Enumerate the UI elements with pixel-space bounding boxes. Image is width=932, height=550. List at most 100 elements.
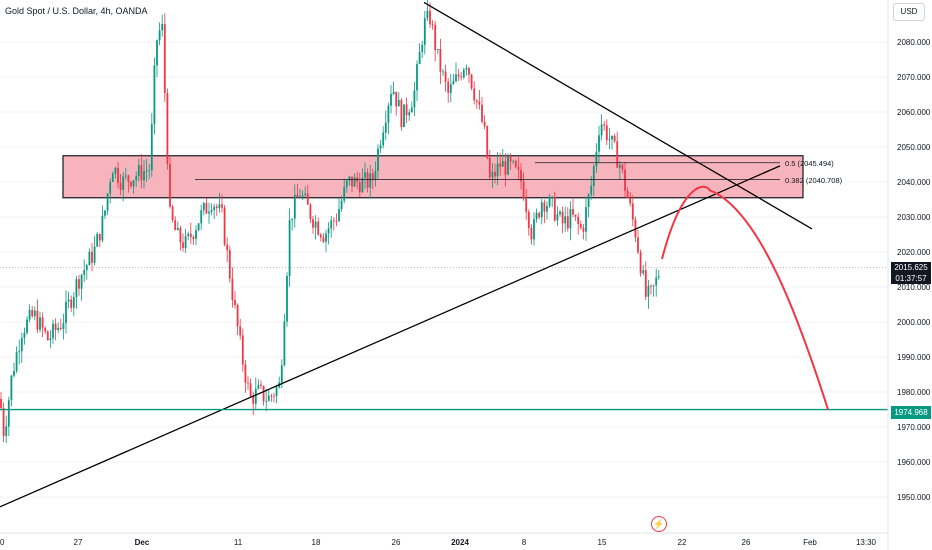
candle-body <box>470 74 473 89</box>
candle-body <box>57 327 60 331</box>
candle-body <box>657 276 660 278</box>
candle-body <box>530 228 533 240</box>
candle-body <box>117 167 119 184</box>
candle-body <box>254 388 257 404</box>
candle-body <box>124 175 127 177</box>
projection-curve <box>661 185 829 410</box>
candle-body <box>507 156 509 175</box>
candle-body <box>119 183 122 190</box>
candle-body <box>621 164 624 170</box>
x-tick-label: 13:30 <box>856 538 877 547</box>
candle-body <box>179 227 182 243</box>
candle-body <box>395 91 398 107</box>
candle-body <box>184 236 187 248</box>
candle-body <box>215 206 218 209</box>
candle-body <box>566 216 569 229</box>
candle-body <box>98 233 101 241</box>
candle-body <box>260 384 262 386</box>
candle-countdown: 01:37:57 <box>895 274 927 283</box>
candle-body <box>169 163 171 207</box>
candle-body <box>280 365 283 383</box>
candle-body <box>291 218 294 221</box>
candle-body <box>371 173 374 180</box>
candle-body <box>345 180 348 188</box>
candle-body <box>226 244 229 251</box>
candle-body <box>93 246 96 263</box>
candle-body <box>358 182 361 193</box>
candle-body <box>478 101 481 105</box>
candle-body <box>595 151 598 167</box>
candle-body <box>616 141 619 168</box>
candle-body <box>304 193 307 196</box>
candle-body <box>525 198 528 212</box>
candle-body <box>80 274 83 289</box>
candle-body <box>192 237 195 239</box>
candle-body <box>548 196 551 207</box>
y-tick-label: 2030.000 <box>897 213 931 222</box>
candle-body <box>317 221 320 235</box>
y-tick-label: 1980.000 <box>897 388 931 397</box>
candle-body <box>551 196 554 198</box>
candle-body <box>390 94 392 106</box>
descending-trendline <box>423 1 813 230</box>
candle-body <box>353 177 356 187</box>
candle-body <box>208 211 210 214</box>
x-tick-label: 26 <box>392 538 401 547</box>
candle-body <box>145 170 148 172</box>
candle-body <box>405 104 408 116</box>
candle-body <box>283 321 286 366</box>
candle-body <box>301 195 304 197</box>
candle-body <box>257 384 260 389</box>
candle-body <box>366 172 369 188</box>
candle-body <box>54 323 57 331</box>
candle-body <box>457 74 460 77</box>
y-tick-label: 1950.000 <box>897 493 931 502</box>
candle-body <box>397 100 400 107</box>
candle-body <box>88 251 91 266</box>
candle-body <box>231 278 234 300</box>
candle-body <box>546 206 548 212</box>
candle-body <box>553 196 556 221</box>
y-tick-label: 2000.000 <box>897 318 931 327</box>
candle-body <box>293 194 296 219</box>
candle-body <box>522 181 525 199</box>
candle-body <box>174 220 177 231</box>
candle-body <box>533 219 535 240</box>
candle-body <box>132 180 135 187</box>
last-price-value: 2015.625 <box>894 263 928 272</box>
symbol-title: Gold Spot / U.S. Dollar, 4h, OANDA <box>5 6 148 16</box>
candle-body <box>468 68 470 75</box>
drawings[interactable] <box>0 1 888 508</box>
x-tick-label: 22 <box>678 538 687 547</box>
x-tick-label: Dec <box>135 538 150 547</box>
candle-body <box>39 317 41 330</box>
candle-body <box>288 220 291 277</box>
candle-body <box>561 211 564 224</box>
y-tick-label: 2050.000 <box>897 143 931 152</box>
candle-body <box>637 237 639 253</box>
x-tick-label: Feb <box>803 538 817 547</box>
candle-body <box>223 207 226 245</box>
candle-body <box>462 69 465 78</box>
candle-body <box>374 171 377 180</box>
candle-body <box>496 163 499 177</box>
candle-body <box>85 265 88 271</box>
candle-body <box>486 126 489 158</box>
candle-body <box>403 104 405 128</box>
candle-body <box>332 220 335 222</box>
candle-body <box>299 196 301 198</box>
candle-body <box>135 176 138 181</box>
candle-body <box>652 285 655 287</box>
candle-body <box>647 285 650 297</box>
candles <box>0 0 660 444</box>
grid <box>0 41 888 498</box>
candle-body <box>153 65 156 125</box>
candle-body <box>189 233 192 238</box>
candle-body <box>137 165 140 177</box>
currency-button[interactable]: USD <box>893 3 925 21</box>
candle-body <box>228 250 231 279</box>
candle-body <box>501 160 504 167</box>
lightning-icon[interactable]: ⚡ <box>651 516 667 532</box>
support-price-tag: 1974.968 <box>891 406 931 419</box>
